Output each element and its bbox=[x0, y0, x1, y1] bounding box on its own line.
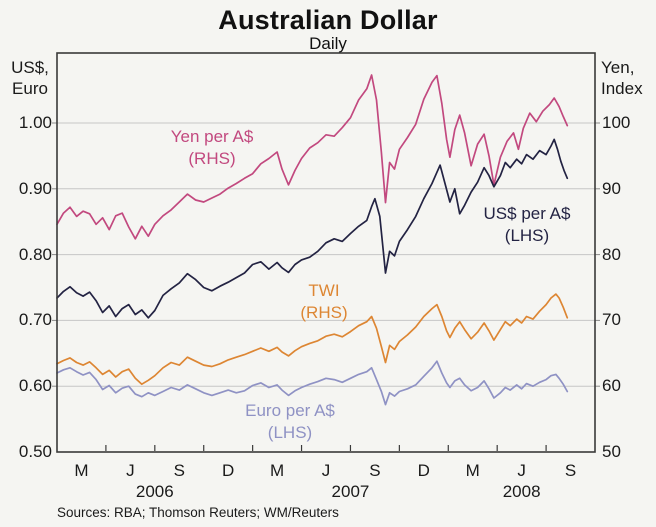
x-axis-year-label: 2006 bbox=[135, 482, 174, 501]
x-axis-month-label: M bbox=[74, 461, 89, 480]
series-label-usd-axis-side: (LHS) bbox=[504, 226, 550, 245]
sources-note: Sources: RBA; Thomson Reuters; WM/Reuter… bbox=[57, 505, 339, 520]
left-axis-tick-label: 0.80 bbox=[18, 244, 52, 264]
right-axis-unit-label: Yen, Index bbox=[601, 57, 653, 99]
series-label-twi-name: TWI bbox=[308, 281, 340, 300]
right-axis-tick-label: 80 bbox=[602, 244, 621, 264]
left-axis-tick-label: 0.90 bbox=[18, 178, 52, 198]
x-axis-month-label: J bbox=[517, 461, 526, 480]
right-axis-tick-label: 60 bbox=[602, 376, 621, 396]
x-axis-month-label: J bbox=[126, 461, 135, 480]
left-axis-tick-label: 0.60 bbox=[18, 376, 52, 396]
left-axis-unit-line1: US$, bbox=[11, 58, 49, 77]
x-axis-month-label: S bbox=[173, 461, 185, 480]
right-axis-tick-label: 50 bbox=[602, 442, 621, 461]
right-axis-unit-line2: Index bbox=[601, 79, 643, 98]
right-axis-tick-label: 70 bbox=[602, 310, 621, 330]
x-axis-year-label: 2007 bbox=[331, 482, 370, 501]
x-axis-month-label: D bbox=[417, 461, 430, 480]
series-line-us-per-a- bbox=[56, 138, 569, 319]
series-label-euro-axis-side: (LHS) bbox=[267, 423, 313, 442]
series-label-usd-name: US$ per A$ bbox=[483, 204, 571, 223]
x-axis-month-label: S bbox=[564, 461, 577, 480]
series-line-euro-per-a- bbox=[56, 360, 569, 406]
left-axis-unit-label: US$, Euro bbox=[6, 57, 54, 99]
series-label-twi: TWI (RHS) bbox=[300, 280, 347, 324]
left-axis-tick-label: 1.00 bbox=[18, 113, 52, 132]
left-axis-unit-line2: Euro bbox=[12, 79, 48, 98]
series-label-yen-axis-side: (RHS) bbox=[188, 149, 236, 168]
x-axis-month-label: M bbox=[269, 461, 285, 480]
x-axis-month-label: D bbox=[222, 461, 235, 480]
right-axis-tick-label: 100 bbox=[602, 113, 631, 132]
right-axis-unit-line1: Yen, bbox=[601, 58, 635, 77]
x-axis-month-label: M bbox=[465, 461, 480, 480]
chart-frame bbox=[56, 52, 596, 453]
left-axis-tick-label: 0.70 bbox=[18, 310, 52, 330]
chart-subtitle: Daily bbox=[309, 34, 347, 53]
series-label-euro-name: Euro per A$ bbox=[245, 401, 335, 420]
right-axis-tick-label: 90 bbox=[602, 178, 621, 198]
x-axis-month-label: J bbox=[321, 461, 331, 480]
series-label-yen: Yen per A$ (RHS) bbox=[171, 126, 254, 170]
series-line-twi bbox=[56, 293, 569, 386]
series-label-usd: US$ per A$ (LHS) bbox=[484, 203, 571, 247]
series-label-yen-name: Yen per A$ bbox=[170, 127, 254, 146]
x-axis-month-label: S bbox=[369, 461, 381, 480]
x-axis-year-label: 2008 bbox=[502, 482, 541, 501]
chart-title: Australian Dollar bbox=[218, 5, 438, 35]
series-label-euro: Euro per A$ (LHS) bbox=[245, 400, 335, 444]
series-label-twi-axis-side: (RHS) bbox=[300, 303, 348, 322]
left-axis-tick-label: 0.50 bbox=[18, 442, 52, 461]
